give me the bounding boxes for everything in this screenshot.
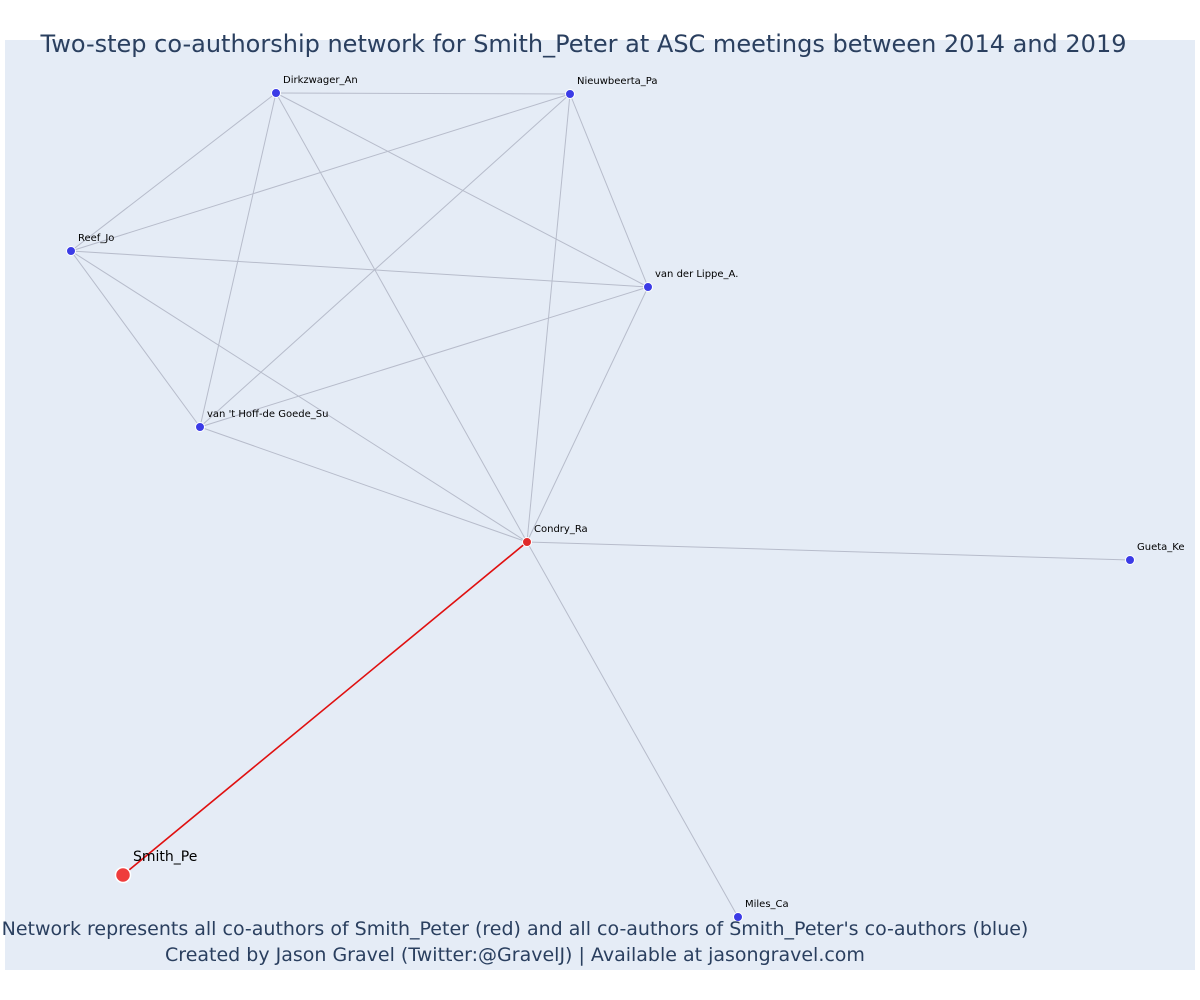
edge-vanderlippe-vanthoff <box>199 286 649 428</box>
edge-condry-gueta <box>526 541 1131 561</box>
edge-dirkzwager-nieuwbeerta <box>275 92 571 95</box>
plot-area <box>5 40 1195 970</box>
edge-vanderlippe-condry <box>526 286 649 543</box>
edge-reef-vanderlippe <box>70 250 649 288</box>
node-label-vanderlippe: van der Lippe_A. <box>655 269 738 280</box>
edges-layer <box>70 92 1131 918</box>
edge-nieuwbeerta-vanderlippe <box>569 93 649 288</box>
edge-reef-vanthoff <box>70 250 201 428</box>
node-label-miles: Miles_Ca <box>745 899 789 910</box>
caption-credit: Created by Jason Gravel (Twitter:@Gravel… <box>165 944 865 966</box>
edge-condry-smith <box>122 541 528 876</box>
chart-title: Two-step co-authorship network for Smith… <box>40 30 1127 58</box>
node-vanderlippe[interactable] <box>643 282 653 292</box>
nodes-layer <box>66 88 1135 922</box>
node-dirkzwager[interactable] <box>271 88 281 98</box>
node-label-condry: Condry_Ra <box>534 524 588 535</box>
node-label-smith: Smith_Pe <box>133 849 197 865</box>
node-condry[interactable] <box>522 537 532 547</box>
edge-dirkzwager-vanderlippe <box>275 92 649 288</box>
edge-nieuwbeerta-reef <box>70 93 571 252</box>
node-nieuwbeerta[interactable] <box>565 89 575 99</box>
edge-condry-miles <box>526 541 739 918</box>
node-miles[interactable] <box>733 912 743 922</box>
edge-nieuwbeerta-vanthoff <box>199 93 571 428</box>
node-gueta[interactable] <box>1125 555 1135 565</box>
node-label-vanthoff: van 't Hoff-de Goede_Su <box>207 409 328 420</box>
caption-description: Network represents all co-authors of Smi… <box>1 918 1029 940</box>
node-label-reef: Reef_Jo <box>78 233 114 244</box>
node-vanthoff[interactable] <box>195 422 205 432</box>
edge-vanthoff-condry <box>199 426 528 543</box>
edge-dirkzwager-vanthoff <box>199 92 277 428</box>
node-label-nieuwbeerta: Nieuwbeerta_Pa <box>577 76 657 87</box>
node-label-dirkzwager: Dirkzwager_An <box>283 75 358 86</box>
node-smith[interactable] <box>114 866 132 884</box>
node-reef[interactable] <box>66 246 76 256</box>
edge-dirkzwager-condry <box>275 92 528 543</box>
edge-dirkzwager-reef <box>70 92 277 252</box>
node-label-gueta: Gueta_Ke <box>1137 542 1185 553</box>
